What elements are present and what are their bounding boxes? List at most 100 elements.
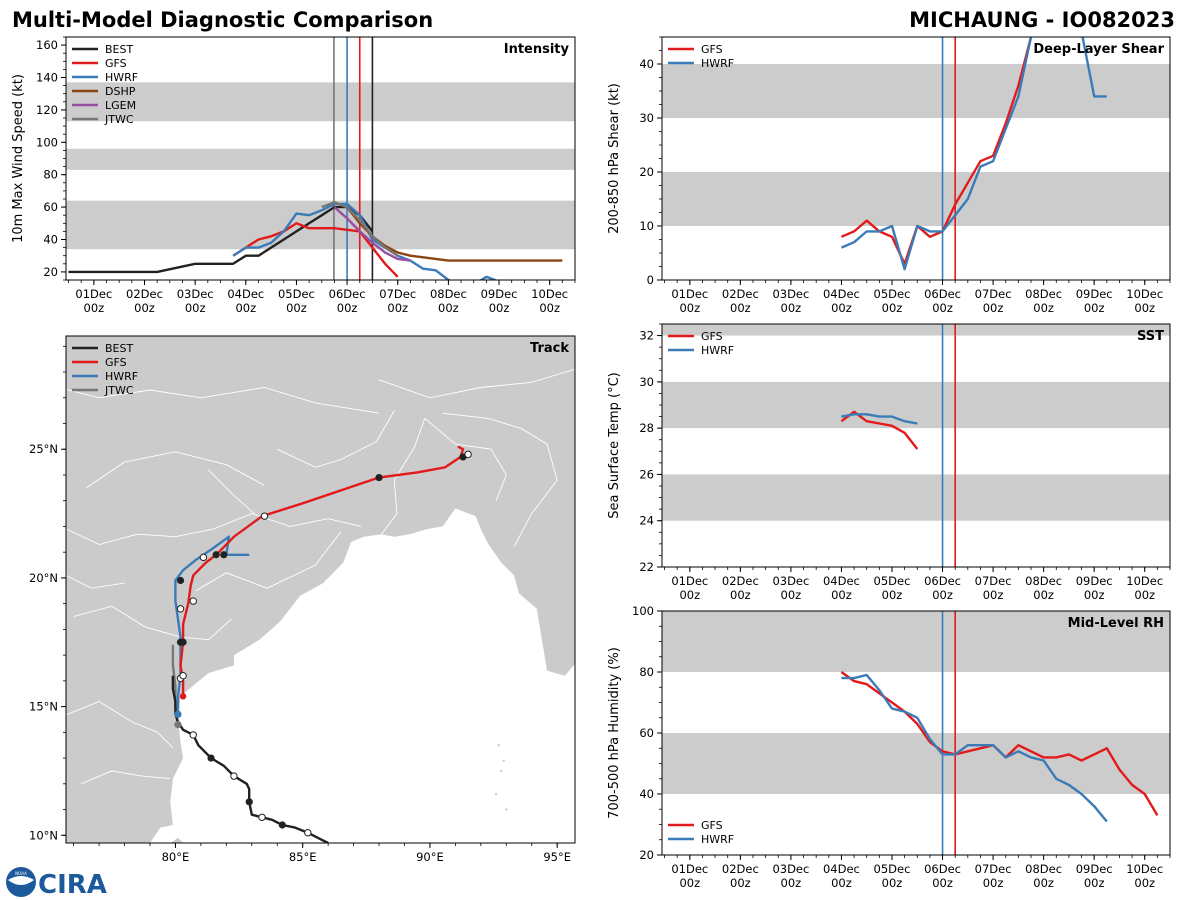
sst-ytick-label: 30 — [639, 375, 654, 389]
shear-xtick-day: 06Dec — [924, 287, 961, 301]
intensity-legend-label-best: BEST — [105, 43, 133, 56]
track-marker-filled-gfs — [212, 551, 220, 559]
shear-xtick-day: 09Dec — [1076, 287, 1113, 301]
gfs-start-marker — [179, 693, 187, 700]
sst-xtick-day: 09Dec — [1076, 574, 1113, 588]
sst-xtick-day: 03Dec — [772, 574, 809, 588]
track-marker-filled-hwrf — [220, 551, 228, 559]
admin-boundary — [277, 410, 395, 468]
shear-ylabel: 200-850 hPa Shear (kt) — [607, 83, 622, 234]
rh-band — [662, 733, 1170, 794]
rh-legend-label-gfs: GFS — [701, 819, 723, 832]
shear-ytick-label: 20 — [639, 165, 654, 179]
shear-band — [662, 172, 1170, 226]
intensity-xtick-hour: 00z — [337, 301, 358, 315]
figure-title-right: MICHAUNG - IO082023 — [909, 8, 1175, 32]
shear-xtick-hour: 00z — [730, 301, 751, 315]
intensity-xtick-hour: 00z — [286, 301, 307, 315]
intensity-xtick-day: 02Dec — [126, 287, 163, 301]
intensity-xtick-hour: 00z — [387, 301, 408, 315]
intensity-ytick-label: 100 — [36, 135, 58, 149]
sst-xtick-day: 08Dec — [1025, 574, 1062, 588]
sst-ytick-label: 28 — [639, 421, 654, 435]
intensity-legend-label-hwrf: HWRF — [105, 71, 138, 84]
intensity-band — [66, 148, 575, 170]
sst-series — [840, 410, 919, 450]
track-marker-open-hwrf — [199, 553, 208, 562]
shear-ytick-label: 0 — [647, 273, 654, 287]
track-legend-label-jtwc: JTWC — [104, 384, 134, 397]
shear-xtick-hour: 00z — [932, 301, 953, 315]
sst-ytick-label: 32 — [639, 329, 654, 343]
track-marker-open-hwrf — [176, 605, 185, 613]
rh-xtick-day: 04Dec — [823, 862, 860, 876]
track-ytick-label: 15°N — [29, 700, 58, 714]
track-xtick-label: 95°E — [543, 850, 571, 864]
intensity-ytick-label: 80 — [43, 168, 58, 182]
intensity-legend-label-jtwc: JTWC — [104, 113, 134, 126]
shear-xtick-hour: 00z — [679, 301, 700, 315]
intensity-xtick-hour: 00z — [185, 301, 206, 315]
intensity-xtick-day: 09Dec — [481, 287, 518, 301]
shear-legend-label-hwrf: HWRF — [701, 57, 734, 70]
admin-boundary — [208, 469, 255, 514]
intensity-band — [66, 200, 575, 250]
admin-boundary — [66, 513, 362, 545]
island — [505, 808, 508, 811]
track-legend-label-hwrf: HWRF — [105, 370, 138, 383]
intensity-xtick-hour: 00z — [134, 301, 155, 315]
intensity-legend-label-dshp: DSHP — [105, 85, 136, 98]
rh-xtick-day: 02Dec — [722, 862, 759, 876]
rh-xtick-hour: 00z — [882, 876, 903, 890]
intensity-xtick-day: 06Dec — [329, 287, 366, 301]
rh-xtick-hour: 00z — [1084, 876, 1105, 890]
intensity-legend-label-gfs: GFS — [105, 57, 127, 70]
intensity-panel: 2040608010012014016001Dec00z02Dec00z03De… — [11, 36, 576, 315]
cira-logo-text: CIRA — [38, 870, 107, 900]
shear-xtick-hour: 00z — [1033, 301, 1054, 315]
admin-boundary — [66, 700, 174, 749]
intensity-ytick-label: 40 — [43, 233, 58, 247]
figure-title-left: Multi-Model Diagnostic Comparison — [12, 8, 433, 32]
sst-xtick-hour: 00z — [1134, 588, 1155, 602]
rh-ytick-label: 80 — [639, 665, 654, 679]
track-title: Track — [530, 341, 569, 356]
sst-ytick-label: 26 — [639, 467, 654, 481]
cira-logo: NOAA CIRA — [6, 867, 107, 900]
rh-ytick-label: 100 — [632, 604, 654, 618]
shear-xtick-hour: 00z — [831, 301, 852, 315]
sst-band — [662, 324, 1170, 336]
noaa-seal-text: NOAA — [15, 871, 27, 876]
shear-ytick-label: 30 — [639, 111, 654, 125]
track-frame — [65, 335, 576, 844]
track-ytick-label: 10°N — [29, 828, 58, 842]
rh-band — [662, 611, 1170, 672]
intensity-line-gfs — [232, 222, 399, 278]
intensity-xtick-day: 10Dec — [531, 287, 568, 301]
intensity-line-hwrf — [232, 202, 499, 280]
track-xtick-label: 80°E — [162, 850, 190, 864]
intensity-xtick-hour: 00z — [438, 301, 459, 315]
intensity-title: Intensity — [504, 42, 570, 57]
sst-ytick-label: 24 — [639, 514, 654, 528]
sst-xtick-hour: 00z — [730, 588, 751, 602]
shear-series — [840, 37, 1107, 271]
intensity-ytick-label: 120 — [36, 103, 58, 117]
sst-xtick-hour: 00z — [831, 588, 852, 602]
sst-panel: 22242628303201Dec00z02Dec00z03Dec00z04De… — [607, 323, 1171, 602]
island — [499, 769, 503, 773]
shear-xtick-day: 08Dec — [1025, 287, 1062, 301]
rh-xtick-hour: 00z — [730, 876, 751, 890]
intensity-xtick-day: 03Dec — [177, 287, 214, 301]
track-xtick-label: 90°E — [416, 850, 444, 864]
sst-xtick-day: 02Dec — [722, 574, 759, 588]
track-marker-open-best — [258, 813, 266, 821]
rh-xtick-day: 09Dec — [1076, 862, 1113, 876]
rh-xtick-hour: 00z — [679, 876, 700, 890]
intensity-xtick-hour: 00z — [489, 301, 510, 315]
island — [502, 759, 505, 762]
shear-xtick-day: 03Dec — [772, 287, 809, 301]
track-ytick-label: 20°N — [29, 571, 58, 585]
intensity-xtick-day: 05Dec — [278, 287, 315, 301]
intensity-xtick-day: 04Dec — [227, 287, 264, 301]
